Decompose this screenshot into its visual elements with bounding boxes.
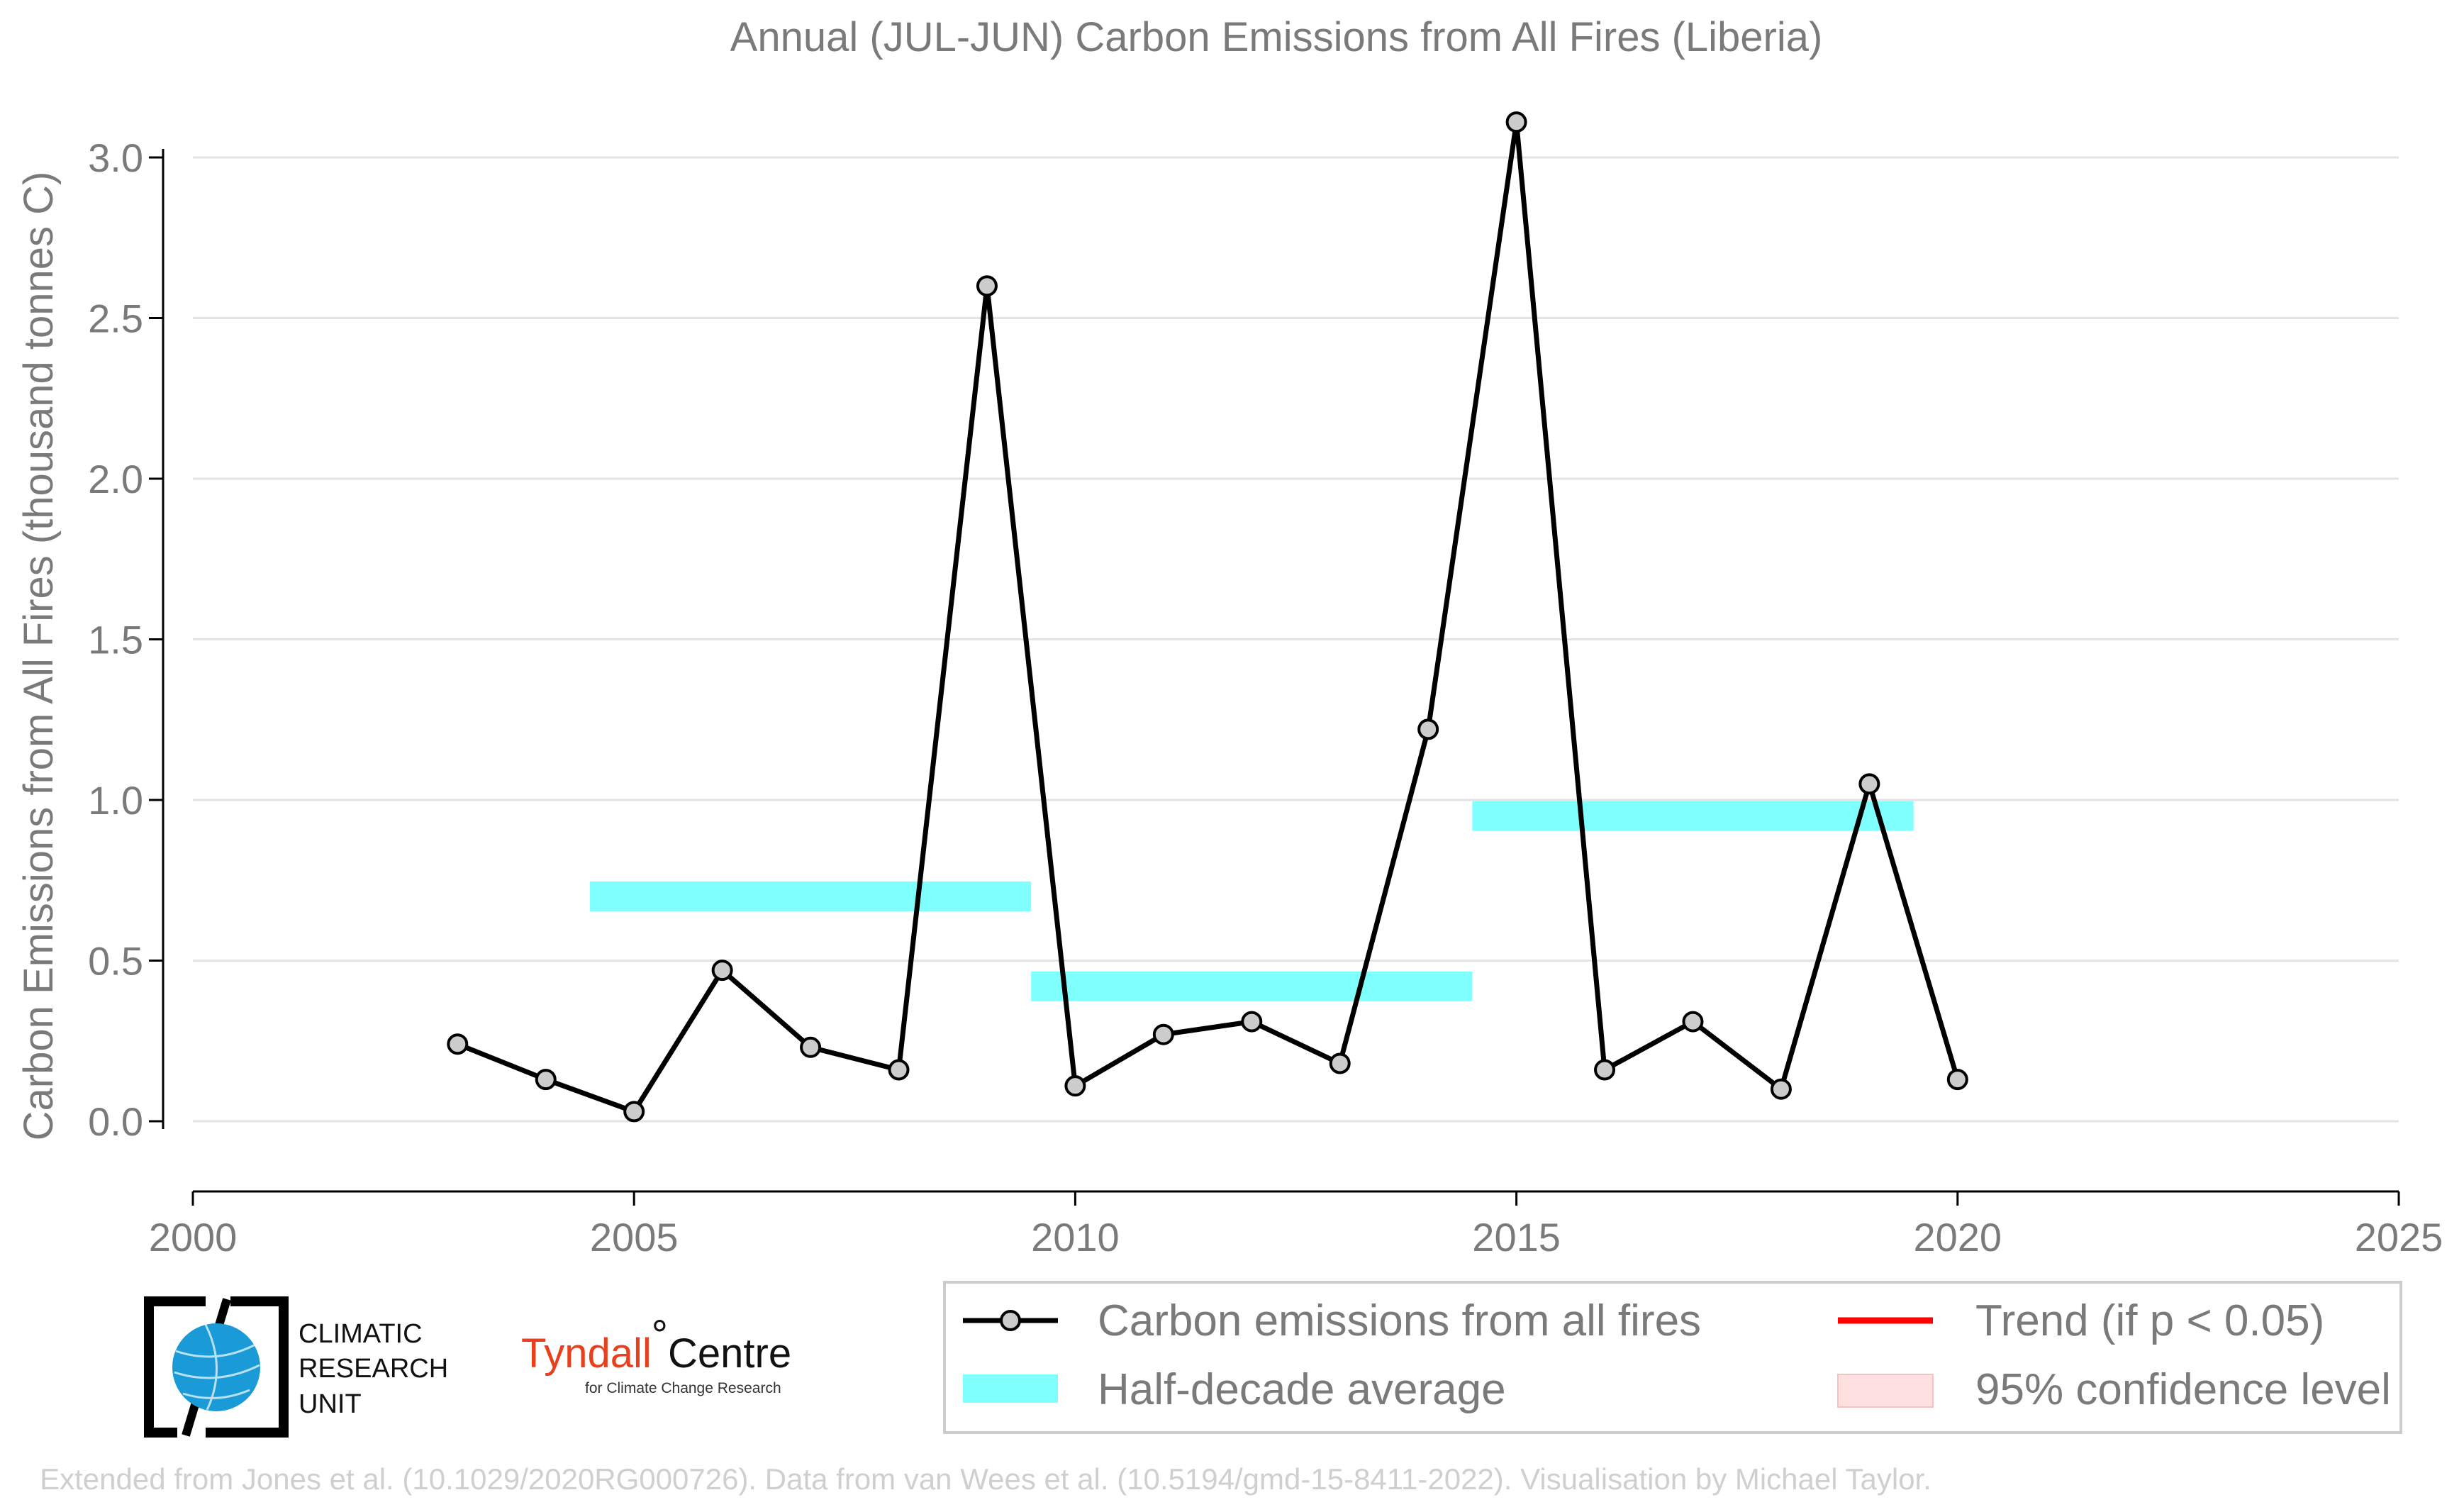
- data-point: [1152, 1023, 1174, 1045]
- data-point: [1946, 1069, 1968, 1091]
- cru-line-3: UNIT: [299, 1389, 362, 1419]
- y-tick-label: 0.5: [88, 939, 143, 984]
- y-tick-label: 1.0: [88, 778, 143, 823]
- data-point: [1770, 1078, 1792, 1100]
- x-tick-label: 2000: [149, 1215, 238, 1260]
- cru-bracket-right: [206, 1296, 289, 1438]
- legend-label-half-decade: Half-decade average: [1098, 1365, 1506, 1414]
- half-decade-bar: [589, 881, 1032, 911]
- data-point: [976, 275, 998, 297]
- data-point: [1064, 1075, 1086, 1097]
- x-tick-label: 2015: [1472, 1215, 1561, 1260]
- tyndall-main: Tyndall: [521, 1330, 652, 1377]
- cru-logo: CLIMATIC RESEARCH UNIT: [144, 1296, 448, 1438]
- data-point: [1329, 1052, 1351, 1074]
- data-point: [447, 1033, 469, 1055]
- tyndall-degree: °: [652, 1312, 668, 1358]
- half-decade-bar: [1472, 801, 1914, 831]
- data-point: [1594, 1059, 1616, 1081]
- half-decade-bar: [1031, 971, 1473, 1001]
- tyndall-centre: Centre: [668, 1330, 791, 1377]
- cru-line-1: CLIMATIC: [299, 1319, 423, 1349]
- globe-icon-lines: [174, 1324, 260, 1411]
- cru-bracket-left: [144, 1296, 206, 1438]
- data-point: [1417, 718, 1439, 740]
- half-decade-bands: [589, 801, 1914, 1001]
- chart-title: Annual (JUL-JUN) Carbon Emissions from A…: [730, 14, 1823, 60]
- legend-box: [943, 1281, 2402, 1434]
- x-tick-label: 2025: [2355, 1215, 2443, 1260]
- data-point: [535, 1069, 557, 1091]
- legend-label-confidence: 95% confidence level: [1975, 1365, 2391, 1414]
- y-tick-label: 0.0: [88, 1099, 143, 1144]
- data-point: [1858, 773, 1880, 795]
- data-point: [1241, 1011, 1263, 1033]
- legend-swatch-half-decade: [963, 1374, 1058, 1403]
- data-point: [711, 960, 733, 982]
- y-axis-label: Carbon Emissions from All Fires (thousan…: [16, 172, 62, 1141]
- legend-swatch-emissions-marker: [1000, 1310, 1021, 1331]
- data-point: [888, 1059, 910, 1081]
- y-tick-label: 2.0: [88, 457, 143, 501]
- y-tick-label: 3.0: [88, 135, 143, 180]
- data-point: [800, 1036, 822, 1058]
- tyndall-logo: Tyndall°Centre for Climate Change Resear…: [521, 1312, 791, 1396]
- legend-swatch-confidence: [1837, 1374, 1934, 1408]
- svg-text:Tyndall°Centre: Tyndall°Centre: [521, 1312, 791, 1377]
- series-line: [457, 119, 1961, 1114]
- x-tick-label: 2020: [1914, 1215, 2002, 1260]
- data-point: [1505, 111, 1527, 133]
- grid-lines: [193, 156, 2399, 1123]
- data-point: [623, 1101, 645, 1123]
- legend: Carbon emissions from all fires Half-dec…: [943, 1281, 2402, 1434]
- credit-text: Extended from Jones et al. (10.1029/2020…: [40, 1462, 1931, 1496]
- legend-label-emissions: Carbon emissions from all fires: [1098, 1296, 1701, 1345]
- cru-line-2: RESEARCH: [299, 1354, 448, 1384]
- y-tick-label: 2.5: [88, 296, 143, 341]
- legend-label-trend: Trend (if p < 0.05): [1975, 1296, 2324, 1345]
- data-point: [1682, 1011, 1704, 1033]
- x-tick-label: 2010: [1031, 1215, 1120, 1260]
- x-tick-label: 2005: [590, 1215, 679, 1260]
- axes: 0.0 0.5 1.0 1.5 2.0 2.5 3.0 2000 2005 2010 2015 202…: [88, 135, 2443, 1260]
- tyndall-sub: for Climate Change Research: [585, 1380, 781, 1396]
- series-carbon-emissions: [447, 111, 1968, 1123]
- y-tick-label: 1.5: [88, 618, 143, 662]
